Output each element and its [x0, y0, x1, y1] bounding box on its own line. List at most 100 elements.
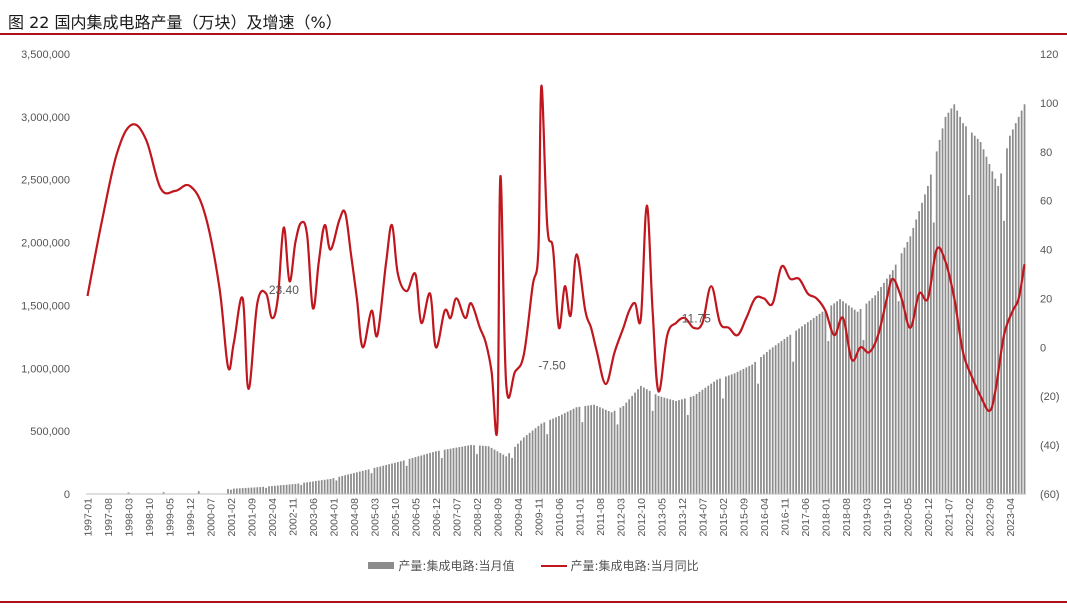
bar: [976, 138, 979, 495]
bar: [558, 416, 560, 494]
bar: [306, 482, 308, 494]
bar: [938, 139, 941, 494]
x-tick-label: 1997-01: [82, 498, 94, 537]
bar: [666, 398, 669, 494]
bar: [420, 455, 423, 494]
bar: [806, 322, 809, 494]
bar: [432, 452, 434, 494]
left-tick-label: 2,500,000: [21, 175, 70, 187]
right-tick-label: 120: [1040, 49, 1058, 61]
bar: [672, 400, 675, 494]
right-tick-label: 40: [1040, 245, 1052, 257]
bar: [686, 414, 689, 494]
bar: [584, 406, 587, 494]
x-tick-label: 2020-12: [923, 498, 935, 537]
bar: [760, 356, 762, 494]
left-tick-label: 3,500,000: [21, 49, 70, 61]
bar: [370, 473, 373, 494]
bar: [347, 474, 349, 494]
bar: [745, 367, 748, 494]
bar: [1023, 104, 1026, 494]
annotations: 23.40 -7.50 11.75: [269, 283, 711, 373]
x-tick-label: 2003-06: [308, 498, 320, 537]
bar: [1020, 110, 1023, 494]
bar: [262, 486, 265, 494]
bar: [271, 486, 273, 494]
bar: [713, 381, 716, 494]
chart-title: 图 22 国内集成电路产量（万块）及增速（%）: [8, 13, 342, 32]
bar: [552, 418, 554, 494]
bar: [657, 395, 660, 494]
bar: [727, 375, 730, 494]
bar: [382, 465, 385, 494]
bar: [227, 488, 229, 494]
x-tick-label: 2010-06: [554, 498, 566, 537]
x-tick-label: 1998-03: [123, 498, 135, 537]
bar: [443, 449, 446, 494]
bar: [888, 274, 891, 494]
bar: [593, 404, 595, 494]
x-tick-label: 2021-07: [943, 498, 955, 537]
bar: [546, 434, 549, 494]
x-tick-label: 2004-08: [349, 498, 361, 537]
bar: [309, 481, 311, 494]
x-tick-label: 1997-08: [103, 498, 115, 537]
right-tick-label: (20): [1040, 391, 1060, 403]
bar: [809, 320, 812, 494]
bar: [883, 282, 885, 494]
bar: [355, 472, 358, 494]
bar: [581, 422, 584, 494]
bar: [528, 432, 531, 494]
x-tick-label: 2000-07: [205, 498, 217, 537]
bar: [970, 132, 973, 494]
bar: [959, 116, 961, 495]
bar: [830, 305, 833, 494]
x-tick-label: 2009-04: [513, 498, 525, 537]
bar: [874, 295, 877, 494]
right-tick-label: 80: [1040, 147, 1052, 159]
bar: [765, 351, 768, 494]
bar: [642, 387, 645, 494]
legend-bar-label: 产量:集成电路:当月值: [398, 559, 515, 573]
x-tick-label: 2002-04: [267, 498, 279, 537]
bar: [982, 149, 985, 494]
bar: [675, 400, 677, 494]
x-tick-label: 2005-10: [390, 498, 402, 537]
bar: [871, 298, 874, 494]
bar: [599, 407, 601, 494]
bar: [994, 178, 997, 495]
bar: [575, 407, 578, 494]
bar: [619, 407, 622, 494]
bar: [918, 211, 920, 494]
bar: [625, 402, 628, 494]
x-tick-label: 1999-12: [185, 498, 197, 537]
bar: [478, 445, 481, 494]
x-tick-label: 2006-12: [431, 498, 443, 537]
bar: [566, 411, 569, 494]
bar: [979, 142, 982, 494]
bar: [941, 128, 944, 494]
bar: [596, 406, 598, 494]
x-tick-label: 2001-02: [226, 498, 238, 537]
bar: [774, 345, 777, 494]
bar: [681, 399, 683, 494]
bar: [587, 405, 590, 494]
bar: [487, 446, 490, 494]
x-tick-label: 2011-01: [574, 498, 586, 536]
bar: [326, 479, 329, 494]
bar: [833, 303, 836, 494]
bar: [481, 445, 484, 494]
bar: [651, 410, 654, 494]
bar: [569, 410, 572, 494]
bar: [505, 456, 508, 494]
bar: [555, 417, 557, 494]
bar: [408, 458, 411, 494]
bar: [921, 202, 923, 494]
bar: [461, 446, 464, 494]
bar: [376, 467, 379, 494]
bar: [511, 457, 513, 494]
bar: [640, 385, 642, 494]
bar: [379, 466, 382, 494]
bar: [426, 453, 429, 494]
bar: [789, 334, 792, 494]
